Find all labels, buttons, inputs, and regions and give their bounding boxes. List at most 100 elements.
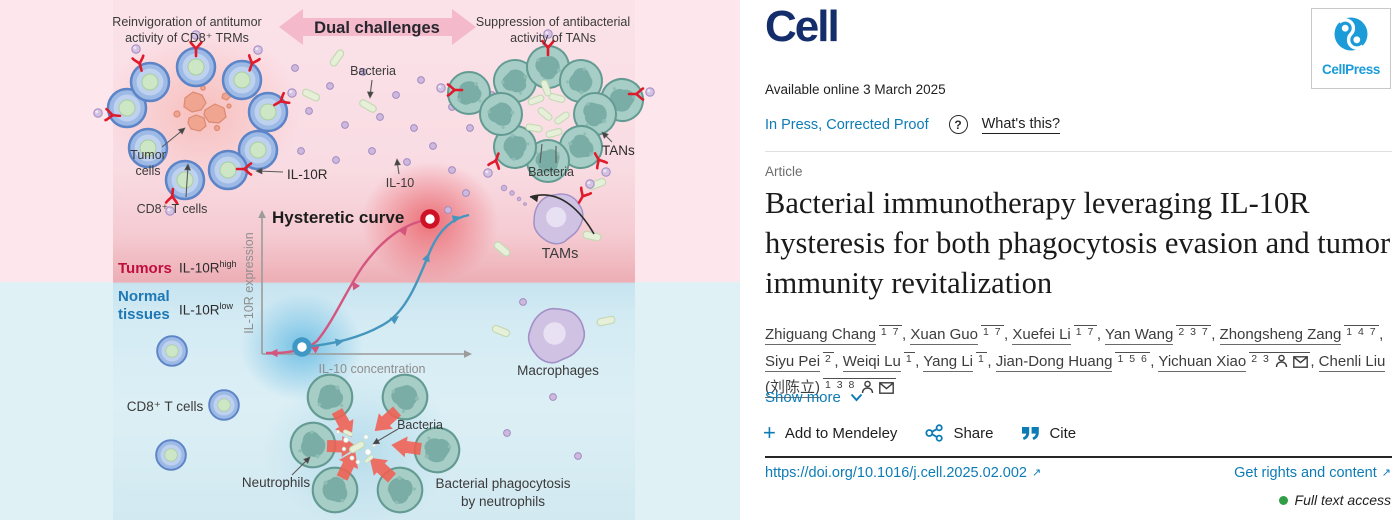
label-neutrophils: Neutrophils — [241, 475, 311, 490]
whats-this-link[interactable]: What's this? — [981, 115, 1061, 134]
author: Jian-Dong Huang 1 5 6 — [995, 351, 1151, 372]
author-affiliations: 1 4 7 — [1344, 325, 1380, 342]
label-tumor-cells: Tumor cells — [130, 148, 166, 179]
label-il10r-low: IL-10Rlow — [179, 301, 234, 318]
person-icon[interactable] — [861, 379, 874, 396]
label-cd8-t-cells-bottom: CD8⁺ T cells — [126, 399, 204, 414]
external-link-icon: ↗ — [1381, 467, 1391, 479]
article-type: Article — [765, 164, 803, 179]
label-bacteria-top: Bacteria — [350, 64, 396, 78]
author-affiliations: 1 7 — [878, 325, 903, 342]
status-row: In Press, Corrected Proof ? What's this? — [765, 115, 1061, 134]
author-affiliations: 2 — [823, 351, 835, 369]
author-list: Zhiguang Chang 1 7, Xuan Guo 1 7, Xuefei L… — [765, 325, 1386, 399]
author-link[interactable]: Zhongsheng Zang — [1219, 326, 1342, 345]
author-affiliations: 2 3 — [1249, 351, 1311, 370]
y-axis-label: IL-10R expression — [241, 232, 256, 334]
divider-top — [765, 151, 1392, 152]
author-link[interactable]: Jian-Dong Huang — [995, 352, 1113, 372]
author-affiliations: 1 7 — [1073, 325, 1097, 342]
caption-dual-challenges: Dual challenges — [314, 19, 440, 37]
bacteria-debris — [335, 428, 377, 465]
label-il10r: IL-10R — [287, 167, 328, 182]
cellpress-logo-text: CellPress — [1322, 62, 1380, 77]
show-more-label: Show more — [765, 389, 841, 406]
envelope-icon[interactable] — [1293, 353, 1309, 370]
help-icon[interactable]: ? — [948, 115, 968, 134]
author-affiliations: 1 — [903, 351, 916, 369]
author: Zhongsheng Zang 1 4 7 — [1219, 325, 1380, 345]
author-affiliations: 1 7 — [980, 325, 1005, 342]
author-link[interactable]: Yan Wang — [1104, 326, 1174, 345]
label-connectors — [161, 79, 613, 476]
author: Zhiguang Chang 1 7 — [765, 325, 903, 345]
author-link[interactable]: Xuan Guo — [910, 326, 978, 345]
person-icon[interactable] — [1275, 353, 1288, 370]
author-affiliations: 2 3 7 — [1176, 325, 1212, 342]
label-normal-tissues: Normal tissues — [118, 288, 170, 323]
label-phagocytosis: Bacterial phagocytosis by neutrophils — [435, 476, 571, 509]
rights-link[interactable]: Get rights and content ↗ — [1234, 465, 1391, 481]
add-to-mendeley-label: Add to Mendeley — [784, 424, 898, 442]
author: Xuan Guo 1 7 — [910, 325, 1005, 345]
action-bar: + Add to Mendeley Share — [763, 422, 1076, 444]
article-panel: Cell CellPress Available online 3 March … — [740, 0, 1400, 520]
x-axis-label: IL-10 concentration — [318, 362, 426, 376]
cellpress-logo[interactable]: CellPress — [1311, 8, 1391, 89]
dual-challenges-arrow — [279, 9, 476, 45]
label-bacteria-bottom: Bacteria — [397, 418, 443, 432]
author: Yang Li 1 — [923, 351, 988, 372]
author-link[interactable]: Siyu Pei — [765, 352, 821, 372]
author: Siyu Pei 2 — [765, 351, 835, 372]
show-more-button[interactable]: Show more — [765, 389, 863, 406]
author: Yan Wang 2 3 7 — [1104, 325, 1212, 345]
cite-quote-icon — [1022, 426, 1040, 440]
author-affiliations: 1 — [976, 351, 988, 369]
envelope-icon[interactable] — [878, 379, 894, 396]
author-link[interactable]: Yichuan Xiao — [1158, 352, 1247, 372]
share-icon — [925, 424, 944, 442]
share-label: Share — [953, 424, 994, 442]
graphical-abstract[interactable]: Reinvigoration of antitumor activity of … — [0, 0, 740, 520]
external-link-icon: ↗ — [1032, 467, 1042, 479]
author-affiliations: 1 3 8 — [823, 378, 896, 395]
author-link[interactable]: Zhiguang Chang — [765, 326, 876, 345]
tumor-cells-cluster — [173, 85, 232, 132]
doi-link[interactable]: https://doi.org/10.1016/j.cell.2025.02.0… — [765, 465, 1042, 481]
author: Xuefei Li 1 7 — [1012, 325, 1097, 345]
label-tams: TAMs — [541, 246, 579, 262]
access-status: Full text access — [1278, 492, 1391, 508]
divider-bottom — [765, 456, 1392, 458]
available-online-date: Available online 3 March 2025 — [765, 82, 946, 97]
cite-label: Cite — [1049, 424, 1077, 442]
cellpress-icon — [1334, 17, 1368, 51]
author-link[interactable]: Yang Li — [923, 352, 973, 372]
label-cd8-t-cells: CD8⁺ T cells — [136, 202, 208, 216]
caption-suppression: Suppression of antibacterial activity of… — [475, 15, 631, 46]
hysteresis-plot — [258, 209, 472, 358]
label-hysteretic-curve: Hysteretic curve — [272, 208, 405, 227]
macrophage-cell — [522, 301, 591, 371]
article-title: Bacterial immunotherapy leveraging IL-10… — [765, 186, 1391, 300]
label-il10: IL-10 — [385, 176, 415, 190]
access-label: Full text access — [1294, 492, 1391, 508]
abstract-illustration — [93, 9, 655, 520]
author-link[interactable]: Weiqi Lu — [842, 352, 901, 372]
caption-reinvigoration: Reinvigoration of antitumor activity of … — [112, 15, 262, 46]
share-button[interactable]: Share — [925, 424, 993, 442]
label-tans: TANs — [602, 143, 635, 158]
author: Yichuan Xiao 2 3 — [1158, 351, 1311, 372]
high-state-marker — [420, 209, 440, 229]
author-affiliations: 1 5 6 — [1115, 351, 1151, 369]
label-bacteria-right: Bacteria — [528, 165, 574, 179]
cite-button[interactable]: Cite — [1021, 425, 1076, 442]
cell-journal-logo[interactable]: Cell — [765, 2, 840, 51]
author-link[interactable]: Chenli Liu (刘陈立) — [765, 352, 1386, 399]
add-to-mendeley-button[interactable]: + Add to Mendeley — [763, 422, 898, 444]
low-state-marker — [292, 337, 312, 357]
label-tumors: Tumors — [118, 260, 172, 277]
author: Weiqi Lu 1 — [842, 351, 916, 372]
author-link[interactable]: Xuefei Li — [1012, 326, 1071, 345]
in-press-link[interactable]: In Press, Corrected Proof — [765, 116, 929, 133]
